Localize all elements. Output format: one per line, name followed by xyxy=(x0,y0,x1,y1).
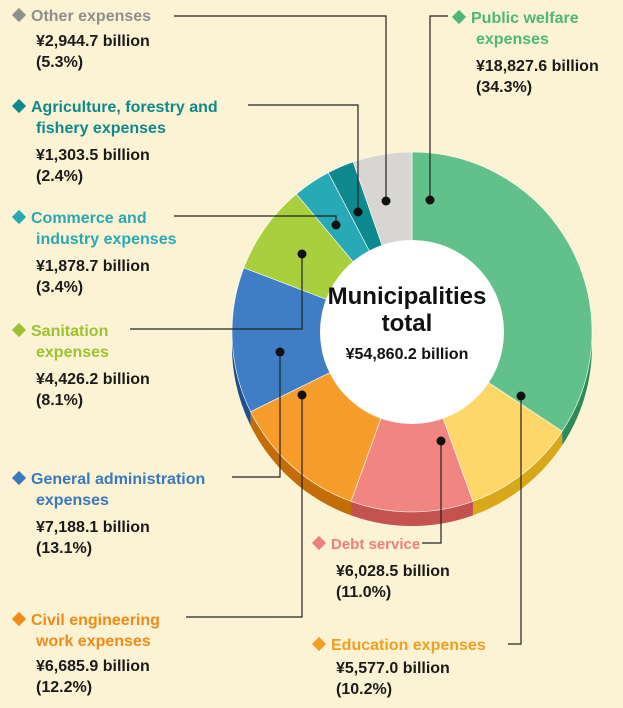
label-other: Other expenses ¥2,944.7 billion (5.3%) xyxy=(11,6,151,73)
leader-line-sanitation xyxy=(130,254,303,330)
center-title-line2: total xyxy=(381,310,433,337)
diamond-icon xyxy=(11,611,27,627)
label-agriculture-percent: (2.4%) xyxy=(36,168,84,185)
slice-depth xyxy=(250,411,352,516)
label-education-value: ¥5,577.0 billion xyxy=(336,660,450,677)
leader-line-debt xyxy=(422,441,442,544)
diamond-icon xyxy=(11,98,27,114)
label-sanitation: Sanitation expenses ¥4,426.2 billion (8.… xyxy=(11,321,150,411)
label-general-administration: General administration expenses ¥7,188.1… xyxy=(11,469,205,559)
label-public-welfare-value: ¥18,827.6 billion xyxy=(476,58,599,75)
leader-line-public-welfare xyxy=(429,15,448,200)
label-debt-service: Debt service ¥6,028.5 billion (11.0%) xyxy=(311,534,450,603)
label-other-name: Other expenses xyxy=(11,6,151,27)
label-debt-value: ¥6,028.5 billion xyxy=(336,563,450,580)
label-sanitation-percent: (8.1%) xyxy=(36,392,84,409)
leader-dot-other xyxy=(381,196,391,206)
label-commerce-percent: (3.4%) xyxy=(36,279,84,296)
leader-dot-agriculture xyxy=(353,207,363,217)
label-general-name: General administration xyxy=(11,469,205,490)
label-public-welfare-name: Public welfare xyxy=(451,8,599,29)
label-sanitation-name-line2: expenses xyxy=(36,344,109,361)
center-hole xyxy=(320,240,504,424)
label-general-percent: (13.1%) xyxy=(36,540,93,557)
label-commerce-name: Commerce and xyxy=(11,208,177,229)
label-civil-percent: (12.2%) xyxy=(36,679,93,696)
slice-depth xyxy=(472,431,563,516)
diamond-icon xyxy=(311,535,327,551)
diamond-icon xyxy=(311,636,327,652)
label-commerce: Commerce and industry expenses ¥1,878.7 … xyxy=(11,208,177,298)
diamond-icon xyxy=(11,470,27,486)
diamond-icon xyxy=(11,209,27,225)
label-agriculture-name-line2: fishery expenses xyxy=(36,120,166,137)
leader-line-general xyxy=(232,352,281,478)
label-public-welfare-name-line2: expenses xyxy=(476,31,549,48)
label-education-percent: (10.2%) xyxy=(336,681,393,698)
label-debt-name: Debt service xyxy=(311,534,450,555)
leader-dot-general xyxy=(275,347,285,357)
leader-dot-education xyxy=(516,391,526,401)
diamond-icon xyxy=(451,9,467,25)
label-civil-engineering: Civil engineering work expenses ¥6,685.9… xyxy=(11,610,160,698)
leader-dot-commerce xyxy=(331,220,341,230)
center-total: ¥54,860.2 billion xyxy=(345,346,469,363)
label-public-welfare-percent: (34.3%) xyxy=(476,79,533,96)
label-commerce-value: ¥1,878.7 billion xyxy=(36,258,150,275)
label-public-welfare: Public welfare expenses ¥18,827.6 billio… xyxy=(451,8,599,98)
label-education-name: Education expenses xyxy=(311,635,486,656)
label-education: Education expenses ¥5,577.0 billion (10.… xyxy=(311,635,486,700)
label-debt-percent: (11.0%) xyxy=(336,584,392,601)
leader-line-education xyxy=(508,396,522,645)
label-other-value: ¥2,944.7 billion xyxy=(36,33,150,50)
leader-dot-civil xyxy=(297,390,307,400)
label-commerce-name-line2: industry expenses xyxy=(36,231,177,248)
slice-depth xyxy=(351,501,473,526)
label-agriculture-name: Agriculture, forestry and xyxy=(11,97,218,118)
leader-dot-sanitation xyxy=(297,249,307,259)
label-agriculture-value: ¥1,303.5 billion xyxy=(36,147,150,164)
leader-dot-public-welfare xyxy=(425,195,435,205)
label-civil-name-line2: work expenses xyxy=(36,633,151,650)
label-general-value: ¥7,188.1 billion xyxy=(36,519,150,536)
diamond-icon xyxy=(11,7,27,23)
slice-depth xyxy=(562,332,592,446)
label-civil-value: ¥6,685.9 billion xyxy=(36,658,150,675)
label-sanitation-name: Sanitation xyxy=(11,321,150,342)
leader-lines xyxy=(130,15,526,645)
leader-line-agriculture xyxy=(248,104,359,212)
label-other-percent: (5.3%) xyxy=(36,54,84,71)
diamond-icon xyxy=(11,322,27,338)
label-general-name-line2: expenses xyxy=(36,492,109,509)
label-civil-name: Civil engineering xyxy=(11,610,160,631)
center-title-line1: Municipalities xyxy=(327,283,487,310)
label-sanitation-value: ¥4,426.2 billion xyxy=(36,371,150,388)
label-agriculture: Agriculture, forestry and fishery expens… xyxy=(11,97,218,187)
leader-line-other xyxy=(174,15,387,201)
leader-line-civil xyxy=(186,395,303,618)
leader-dot-debt xyxy=(436,436,446,446)
center-label: Municipalities total ¥54,860.2 billion xyxy=(318,283,496,365)
